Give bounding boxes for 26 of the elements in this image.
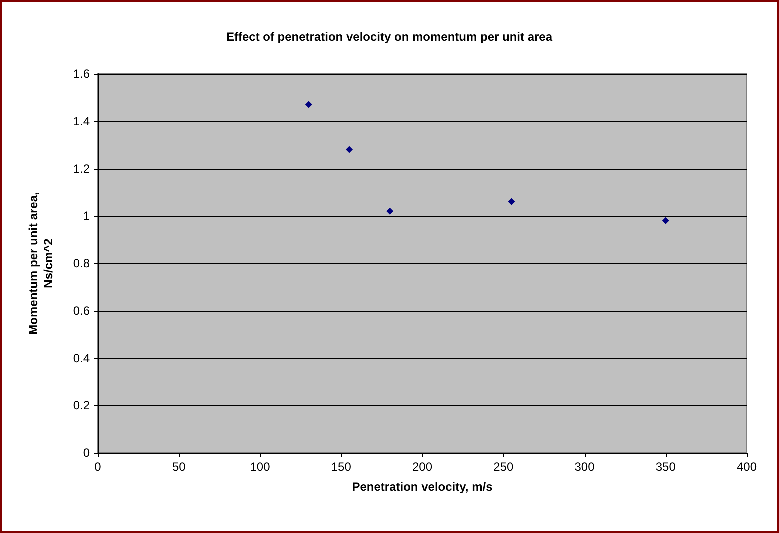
x-axis-title: Penetration velocity, m/s	[352, 480, 494, 494]
y-tick-label: 1.2	[73, 162, 90, 176]
x-tick-label: 50	[172, 460, 186, 474]
chart-title: Effect of penetration velocity on momentum per unit area	[226, 30, 553, 44]
x-tick-label: 300	[574, 460, 596, 474]
y-tick-label: 0.8	[73, 256, 90, 270]
x-tick-label: 250	[494, 460, 514, 474]
x-tick-label: 200	[412, 460, 433, 474]
x-tick-label: 350	[656, 460, 676, 474]
point	[305, 101, 312, 108]
y-tick-label: 1.6	[73, 67, 90, 81]
x-tick-label: 400	[736, 460, 758, 474]
y-tick-label: 0.6	[73, 304, 90, 318]
y-tick-label: 1	[83, 209, 90, 224]
y-tick-label: 0	[83, 446, 90, 460]
y-tick-label: 0.2	[73, 398, 90, 413]
y-tick-label: 1.4	[73, 114, 90, 128]
point	[386, 208, 394, 215]
x-tick-label: 150	[331, 460, 352, 474]
x-tick-label: 0	[94, 460, 102, 474]
y-axis-title: Momentum per unit area, Ns/cm^2	[26, 192, 56, 335]
x-tick-label: 100	[250, 460, 271, 474]
point	[346, 146, 353, 154]
y-tick-label: 0.4	[73, 351, 90, 366]
point	[508, 198, 516, 206]
point	[662, 217, 670, 224]
